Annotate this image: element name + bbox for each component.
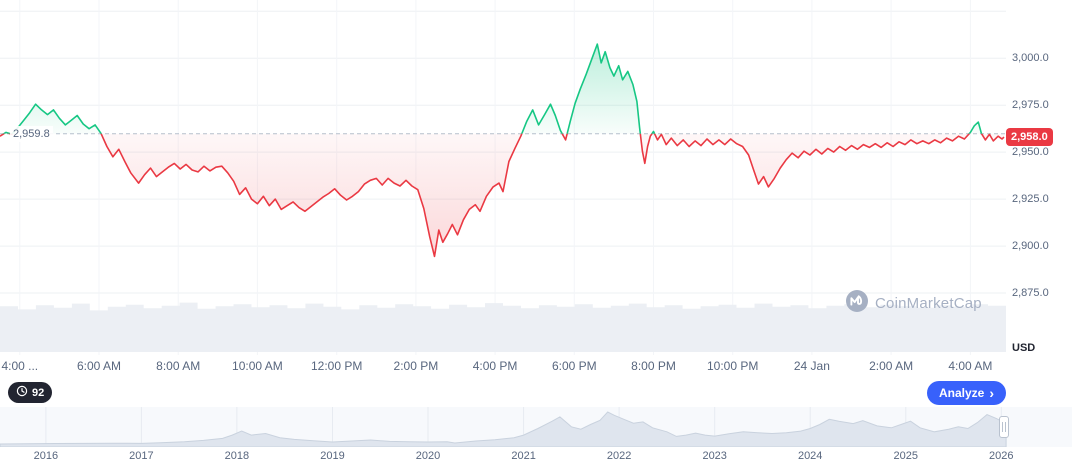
price-axis-label: 2,900.0 [1012, 240, 1049, 253]
navigator-plot [0, 407, 1007, 448]
time-axis-label: 2:00 PM [393, 359, 439, 373]
navigator-handle[interactable] [999, 416, 1009, 438]
price-axis-label: 2,875.0 [1012, 287, 1049, 299]
time-axis-label: 10:00 PM [707, 359, 759, 373]
price-axis-label: 3,000.0 [1012, 52, 1049, 65]
year-label: 2026 [989, 450, 1014, 462]
coinmarketcap-watermark: CoinMarketCap [846, 290, 982, 317]
history-count: 92 [32, 386, 45, 399]
year-label: 2024 [797, 450, 823, 462]
baseline-price-label: 2,959.8 [10, 125, 53, 142]
price-axis: 3,000.0 2,975.0 2,950.0 2,925.0 2,900.0 … [1010, 0, 1072, 355]
history-clock-icon [16, 385, 28, 400]
history-badge[interactable]: 92 [8, 382, 53, 403]
time-axis-label: 2:00 AM [869, 359, 914, 373]
watermark-text: CoinMarketCap [875, 295, 982, 312]
time-axis-label: 24 Jan [793, 359, 830, 373]
price-chart-canvas[interactable] [0, 0, 1006, 355]
year-label: 2021 [511, 450, 536, 462]
time-axis-label: 6:00 AM [76, 359, 122, 373]
year-label: 2019 [320, 450, 345, 462]
year-label: 2017 [129, 450, 154, 462]
analyze-label: Analyze [938, 386, 985, 400]
price-axis-label: 2,975.0 [1012, 99, 1049, 112]
price-axis-unit: USD [1012, 342, 1036, 354]
last-price-badge: 2,958.0 [1006, 128, 1053, 147]
price-axis-label: 2,950.0 [1012, 146, 1049, 159]
time-axis-label: 4:00 AM [948, 359, 993, 373]
time-axis-label: 4:00 PM [472, 359, 518, 373]
coinmarketcap-logo-icon [846, 290, 868, 317]
year-label: 2022 [606, 450, 632, 462]
year-label: 2018 [224, 450, 250, 462]
price-series-plot [0, 0, 1006, 355]
year-label: 2016 [33, 450, 59, 462]
year-label: 2025 [893, 450, 919, 462]
chevron-right-icon: › [989, 385, 994, 401]
year-label: 2020 [415, 450, 441, 462]
analyze-button[interactable]: Analyze › [926, 381, 1006, 405]
navigator-year-labels: 2016 2017 2018 2019 2020 2021 2022 2023 … [0, 450, 1072, 466]
time-axis: 4:00 ... 6:00 AM 8:00 AM 10:00 AM 12:00 … [0, 359, 1006, 377]
time-axis-label: 6:00 PM [551, 359, 597, 373]
time-axis-label: 10:00 AM [232, 359, 283, 373]
year-label: 2023 [702, 450, 727, 462]
time-axis-label: 12:00 PM [311, 359, 363, 373]
time-axis-label: 4:00 ... [1, 359, 39, 373]
time-axis-label: 8:00 AM [156, 359, 201, 373]
price-axis-label: 2,925.0 [1012, 193, 1049, 206]
range-navigator[interactable] [0, 407, 1072, 448]
time-axis-label: 8:00 PM [631, 359, 676, 373]
